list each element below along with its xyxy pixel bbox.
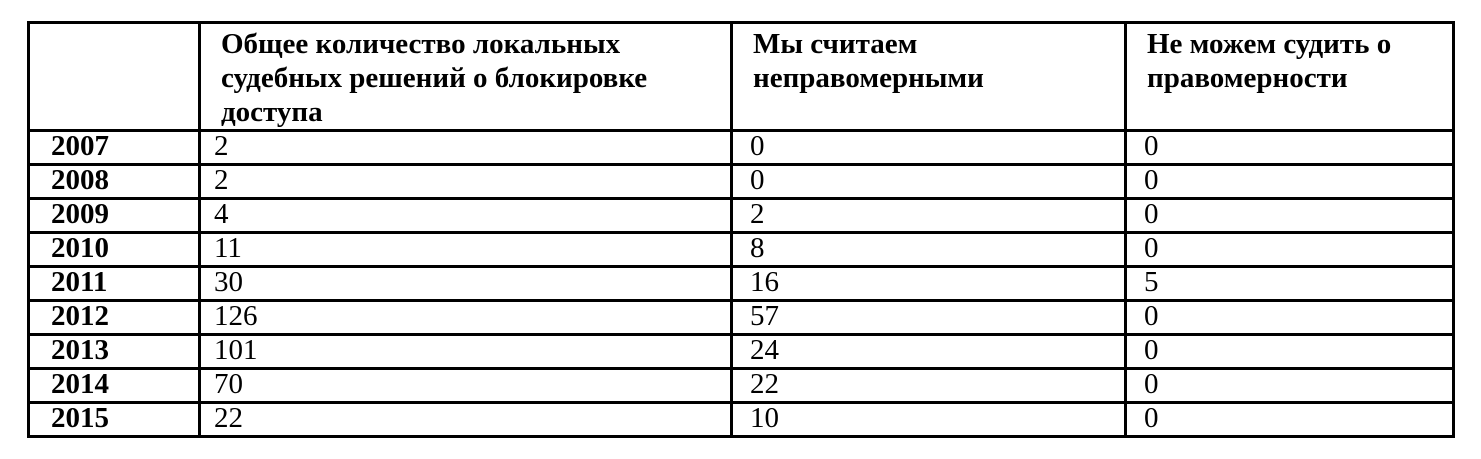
unlawful-cell: 16 bbox=[730, 265, 1127, 302]
cannot-judge-cell: 0 bbox=[1124, 367, 1455, 404]
year-cell: 2013 bbox=[27, 333, 201, 370]
total-cell: 22 bbox=[198, 401, 733, 438]
year-cell: 2011 bbox=[27, 265, 201, 302]
cannot-judge-cell: 0 bbox=[1124, 163, 1455, 200]
cannot-judge-cell: 0 bbox=[1124, 333, 1455, 370]
unlawful-cell: 0 bbox=[730, 129, 1127, 166]
header-label-cannot-judge: Не можем судить о правомерности bbox=[1147, 28, 1392, 94]
total-cell: 70 bbox=[198, 367, 733, 404]
year-cell: 2015 bbox=[27, 401, 201, 438]
table-row: 2007 2 0 0 bbox=[27, 129, 1455, 166]
year-cell: 2012 bbox=[27, 299, 201, 336]
table-row: 2009 4 2 0 bbox=[27, 197, 1455, 234]
unlawful-cell: 57 bbox=[730, 299, 1127, 336]
year-cell: 2010 bbox=[27, 231, 201, 268]
cannot-judge-cell: 0 bbox=[1124, 401, 1455, 438]
year-cell: 2007 bbox=[27, 129, 201, 166]
year-cell: 2009 bbox=[27, 197, 201, 234]
court-decisions-table-container: Общее количество локальных судебных реше… bbox=[27, 21, 1455, 438]
total-cell: 4 bbox=[198, 197, 733, 234]
header-cell-year bbox=[27, 21, 201, 132]
cannot-judge-cell: 0 bbox=[1124, 129, 1455, 166]
cannot-judge-cell: 0 bbox=[1124, 299, 1455, 336]
header-cell-cannot-judge: Не можем судить о правомерности bbox=[1124, 21, 1455, 132]
total-cell: 11 bbox=[198, 231, 733, 268]
header-cell-total: Общее количество локальных судебных реше… bbox=[198, 21, 733, 132]
total-cell: 101 bbox=[198, 333, 733, 370]
unlawful-cell: 24 bbox=[730, 333, 1127, 370]
table-row: 2008 2 0 0 bbox=[27, 163, 1455, 200]
year-cell: 2008 bbox=[27, 163, 201, 200]
unlawful-cell: 22 bbox=[730, 367, 1127, 404]
header-cell-unlawful: Мы считаем неправомерными bbox=[730, 21, 1127, 132]
court-decisions-table: Общее количество локальных судебных реше… bbox=[27, 21, 1455, 438]
unlawful-cell: 0 bbox=[730, 163, 1127, 200]
table-row: 2010 11 8 0 bbox=[27, 231, 1455, 268]
table-row: 2015 22 10 0 bbox=[27, 401, 1455, 438]
cannot-judge-cell: 5 bbox=[1124, 265, 1455, 302]
table-row: 2013 101 24 0 bbox=[27, 333, 1455, 370]
total-cell: 2 bbox=[198, 129, 733, 166]
cannot-judge-cell: 0 bbox=[1124, 197, 1455, 234]
total-cell: 30 bbox=[198, 265, 733, 302]
table-header: Общее количество локальных судебных реше… bbox=[27, 21, 1455, 132]
table-body: 2007 2 0 0 2008 2 0 0 2009 4 2 0 2010 11… bbox=[27, 129, 1455, 438]
unlawful-cell: 10 bbox=[730, 401, 1127, 438]
total-cell: 2 bbox=[198, 163, 733, 200]
unlawful-cell: 8 bbox=[730, 231, 1127, 268]
table-row: 2011 30 16 5 bbox=[27, 265, 1455, 302]
total-cell: 126 bbox=[198, 299, 733, 336]
year-cell: 2014 bbox=[27, 367, 201, 404]
header-row: Общее количество локальных судебных реше… bbox=[27, 21, 1455, 132]
header-label-total: Общее количество локальных судебных реше… bbox=[221, 28, 648, 128]
unlawful-cell: 2 bbox=[730, 197, 1127, 234]
cannot-judge-cell: 0 bbox=[1124, 231, 1455, 268]
header-label-unlawful: Мы считаем неправомерными bbox=[753, 28, 984, 94]
table-row: 2012 126 57 0 bbox=[27, 299, 1455, 336]
table-row: 2014 70 22 0 bbox=[27, 367, 1455, 404]
